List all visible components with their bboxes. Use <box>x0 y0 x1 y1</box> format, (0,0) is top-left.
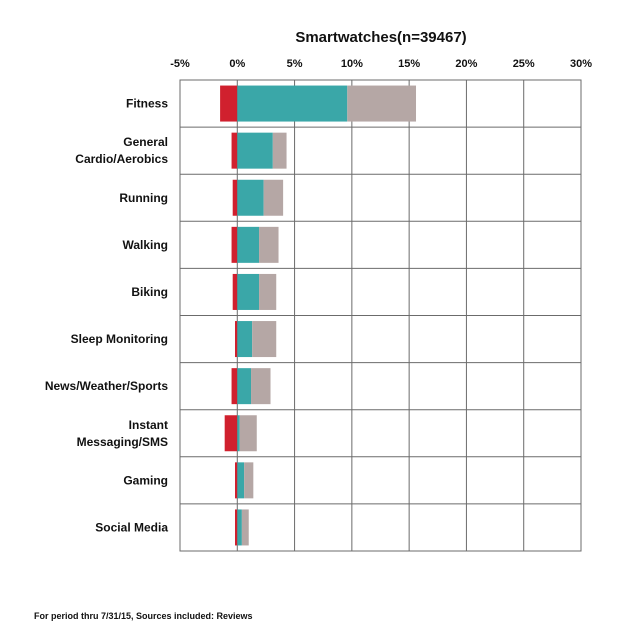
category-label: Instant Messaging/SMS <box>77 418 168 449</box>
bar-segment-2 <box>251 368 271 405</box>
bar-negative <box>234 321 238 358</box>
bar-segment-2 <box>263 179 284 216</box>
bar-negative <box>234 462 238 499</box>
x-axis-ticks: -5% 0% 5% 10% 15% 20% 25% 30% <box>170 58 592 70</box>
bar-negative <box>231 368 238 405</box>
bar-negative <box>220 85 238 122</box>
category-label: Biking <box>131 285 168 299</box>
bar-negative <box>231 226 238 263</box>
bar-segment-1 <box>237 132 273 169</box>
bar-segment-1 <box>237 321 253 358</box>
x-tick-label: 15% <box>398 58 420 70</box>
bar-segment-1 <box>237 415 240 452</box>
x-tick-label: -5% <box>170 58 190 70</box>
bar-segment-2 <box>347 85 417 122</box>
bar-segment-1 <box>237 226 260 263</box>
x-tick-label: 25% <box>513 58 535 70</box>
grid <box>179 79 582 552</box>
category-label: Sleep Monitoring <box>71 332 168 346</box>
category-label: General Cardio/Aerobics <box>75 135 168 166</box>
bar-segment-1 <box>237 85 348 122</box>
bar-negative <box>232 179 238 216</box>
bar-negative <box>232 273 238 310</box>
x-tick-label: 5% <box>287 58 303 70</box>
bar-segment-2 <box>259 273 277 310</box>
bar-segment-2 <box>252 321 277 358</box>
category-label: Walking <box>122 238 168 252</box>
bars <box>220 85 417 546</box>
bar-segment-1 <box>237 462 245 499</box>
bar-negative <box>234 509 238 546</box>
category-label: Fitness <box>126 97 168 111</box>
bar-negative <box>224 415 238 452</box>
bar-segment-2 <box>239 415 257 452</box>
chart-title: Smartwatches(n=39467) <box>295 29 466 46</box>
footnote: For period thru 7/31/15, Sources include… <box>34 611 253 621</box>
bar-segment-2 <box>259 226 279 263</box>
bar-segment-1 <box>237 509 242 546</box>
bar-segment-1 <box>237 179 264 216</box>
bar-segment-2 <box>244 462 254 499</box>
bar-segment-1 <box>237 368 252 405</box>
category-label: News/Weather/Sports <box>45 379 168 393</box>
bar-negative <box>231 132 238 169</box>
x-tick-label: 10% <box>341 58 363 70</box>
category-label: Gaming <box>123 473 168 487</box>
x-tick-label: 30% <box>570 58 592 70</box>
category-labels: Fitness General Cardio/Aerobics Running Walk… <box>45 97 168 535</box>
bar-segment-2 <box>241 509 249 546</box>
category-label: Social Media <box>95 520 168 534</box>
bar-segment-1 <box>237 273 260 310</box>
category-label: Running <box>119 191 168 205</box>
x-tick-label: 0% <box>229 58 245 70</box>
x-tick-label: 20% <box>455 58 477 70</box>
bar-segment-2 <box>272 132 287 169</box>
